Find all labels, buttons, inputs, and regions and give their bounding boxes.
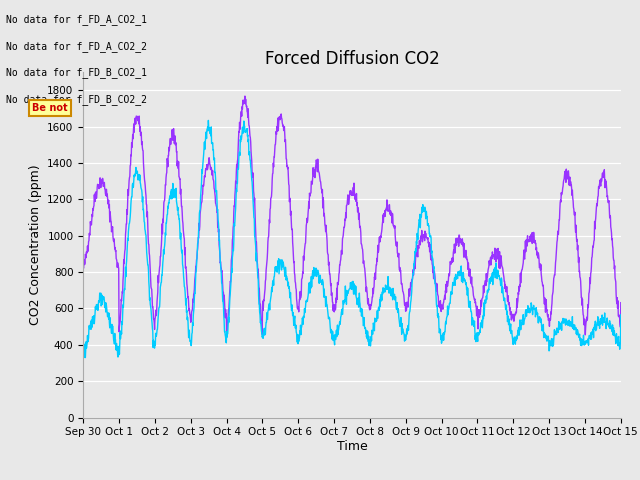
FD_C_CO2_1	[223, 333, 230, 339]
FD_C_CO2_2	[121, 287, 129, 292]
Text: Be not: Be not	[32, 103, 68, 113]
X-axis label: Time: Time	[337, 440, 367, 453]
FD_C_CO2_1	[617, 300, 625, 306]
Text: No data for f_FD_A_CO2_1: No data for f_FD_A_CO2_1	[6, 14, 147, 25]
FD_C_CO2_2	[205, 118, 212, 123]
FD_C_CO2_1	[308, 181, 316, 187]
FD_C_CO2_2	[79, 355, 87, 360]
FD_C_CO2_2	[319, 278, 326, 284]
FD_C_CO2_1	[121, 248, 129, 254]
FD_C_CO2_2	[617, 312, 625, 318]
FD_C_CO2_1	[79, 264, 87, 269]
Title: Forced Diffusion CO2: Forced Diffusion CO2	[264, 49, 440, 68]
Line: FD_C_CO2_1: FD_C_CO2_1	[83, 96, 621, 336]
FD_C_CO2_1	[319, 195, 327, 201]
Text: No data for f_FD_A_CO2_2: No data for f_FD_A_CO2_2	[6, 41, 147, 52]
FD_C_CO2_1	[143, 202, 150, 208]
FD_C_CO2_2	[386, 284, 394, 290]
Line: FD_C_CO2_2: FD_C_CO2_2	[83, 120, 621, 358]
Text: No data for f_FD_B_CO2_2: No data for f_FD_B_CO2_2	[6, 94, 147, 105]
FD_C_CO2_2	[328, 328, 336, 334]
Y-axis label: CO2 Concentration (ppm): CO2 Concentration (ppm)	[29, 165, 42, 325]
FD_C_CO2_1	[386, 210, 394, 216]
Text: No data for f_FD_B_CO2_1: No data for f_FD_B_CO2_1	[6, 67, 147, 78]
FD_C_CO2_1	[241, 93, 249, 99]
FD_C_CO2_2	[308, 284, 316, 290]
FD_C_CO2_2	[143, 250, 150, 255]
FD_C_CO2_1	[329, 300, 337, 305]
